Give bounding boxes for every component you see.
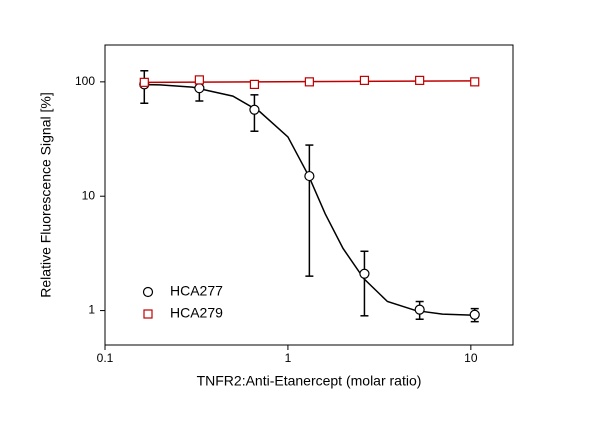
data-point: [469, 309, 480, 320]
x-tick-label: 0.1: [97, 351, 114, 365]
data-point: [470, 77, 480, 87]
legend-marker: [143, 309, 153, 319]
data-point: [194, 83, 205, 94]
y-tick-label: 1: [88, 303, 95, 317]
data-point: [139, 77, 149, 87]
plot-frame: [104, 44, 514, 346]
legend-label: HCA277: [170, 283, 223, 299]
data-point: [249, 104, 260, 115]
x-tick-label: 10: [464, 351, 478, 365]
data-point: [359, 268, 370, 279]
y-axis-title: Relative Fluorescence Signal [%]: [38, 92, 54, 297]
legend-marker: [142, 286, 154, 298]
data-point: [304, 170, 315, 182]
data-point: [414, 304, 425, 315]
data-point: [194, 75, 204, 85]
x-tick-label: 1: [285, 351, 292, 365]
data-point: [304, 77, 314, 87]
data-point: [359, 75, 370, 85]
data-point: [249, 79, 260, 89]
data-point: [415, 75, 425, 85]
y-tick-label: 100: [75, 74, 95, 88]
x-axis-title: TNFR2:Anti-Etanercept (molar ratio): [197, 373, 422, 389]
y-tick-label: 10: [82, 188, 96, 202]
legend-label: HCA279: [170, 305, 223, 321]
